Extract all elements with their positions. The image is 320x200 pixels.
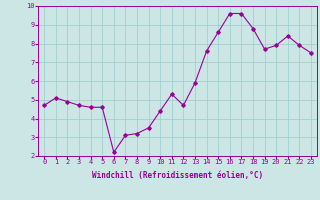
X-axis label: Windchill (Refroidissement éolien,°C): Windchill (Refroidissement éolien,°C) — [92, 171, 263, 180]
